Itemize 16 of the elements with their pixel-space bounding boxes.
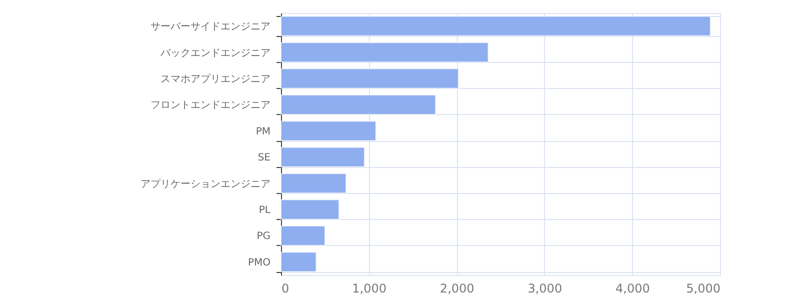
y-tick-label: PL: [258, 205, 271, 216]
x-tick-label: 5,000: [686, 282, 720, 296]
y-tick-label: PG: [256, 231, 270, 242]
x-tick-label: 0: [282, 282, 290, 296]
y-tick-label: アプリケーションエンジニア: [140, 178, 270, 190]
y-tick-label: スマホアプリエンジニア: [160, 73, 270, 85]
x-tick-label: 4,000: [616, 282, 650, 296]
y-tick-label: PM: [256, 126, 270, 138]
y-tick-label: サーバーサイドエンジニア: [150, 22, 270, 33]
y-tick-label: SE: [258, 152, 270, 164]
x-tick-label: 1,000: [352, 282, 386, 296]
x-tick-label: 3,000: [528, 282, 562, 296]
x-tick-label: 2,000: [440, 282, 474, 296]
y-tick-label: バックエンドエンジニア: [160, 48, 270, 59]
y-tick-label: フロントエンドエンジニア: [150, 100, 270, 112]
y-tick-label: PMO: [248, 257, 271, 268]
